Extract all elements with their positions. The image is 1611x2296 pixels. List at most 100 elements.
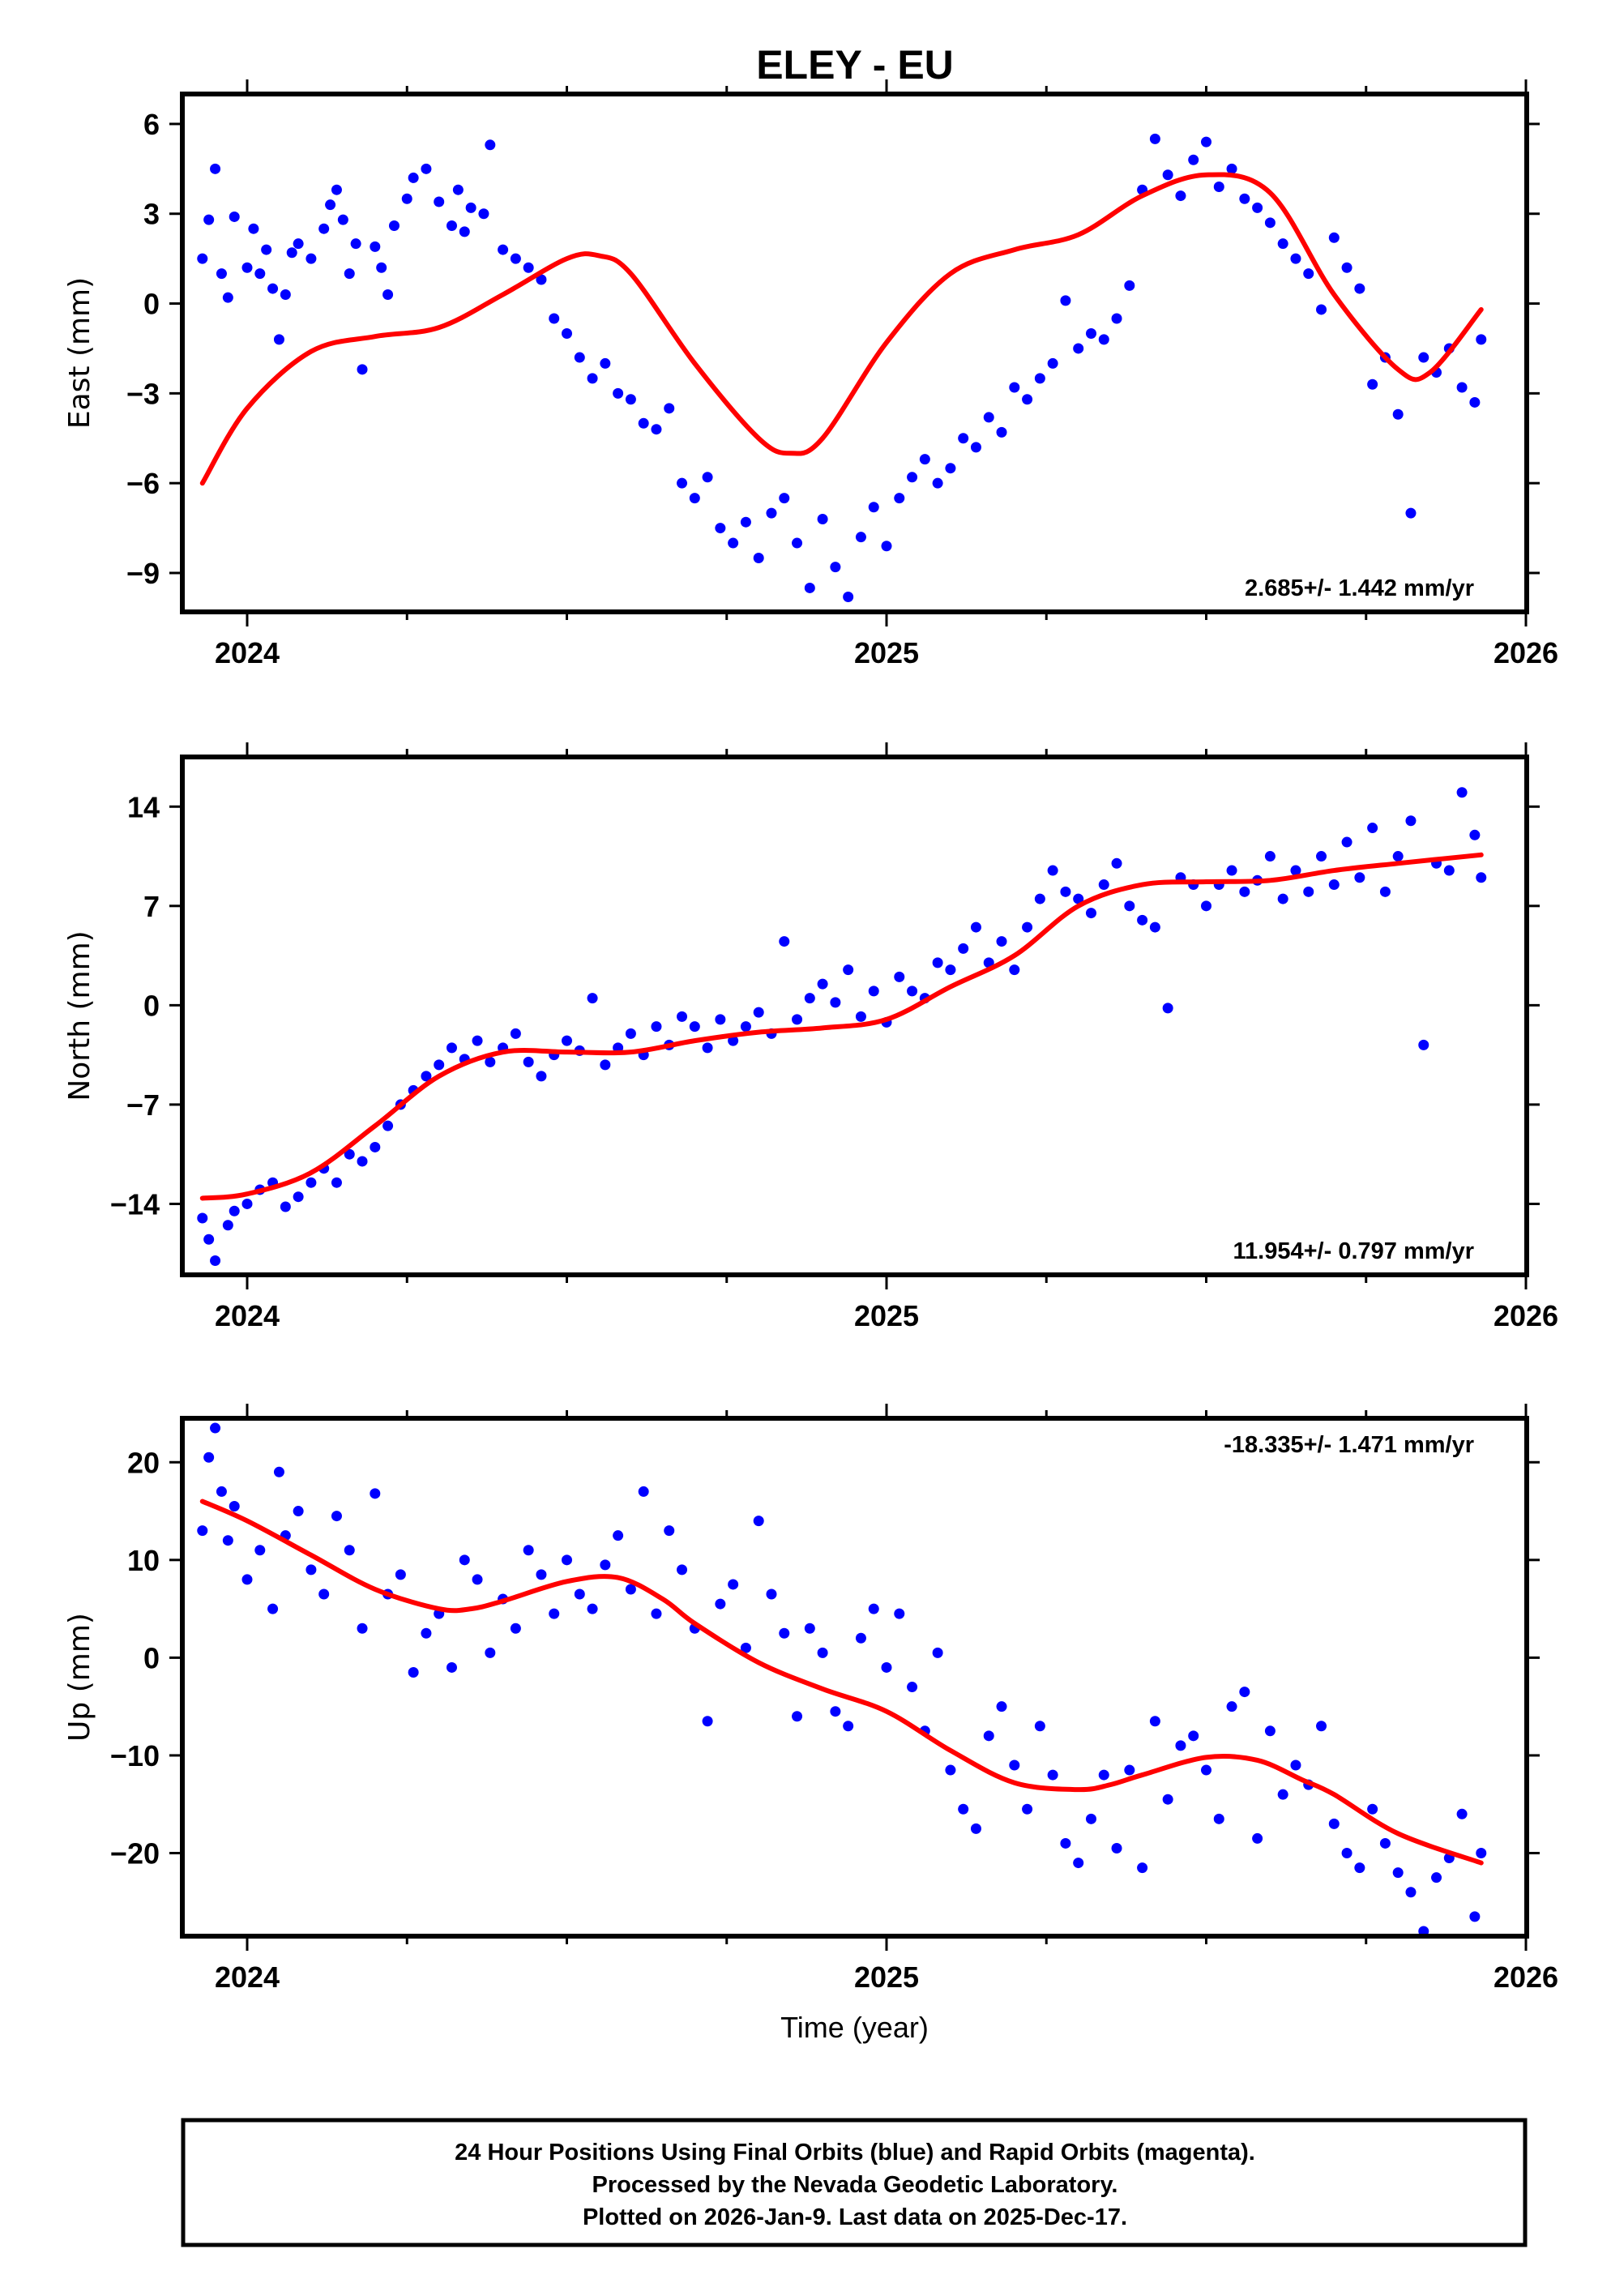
data-point: [229, 211, 240, 222]
data-point: [664, 403, 675, 414]
data-point: [1392, 408, 1404, 420]
data-point: [248, 223, 259, 234]
data-point: [1341, 836, 1352, 848]
data-point: [996, 426, 1007, 438]
data-point: [792, 1711, 803, 1722]
north-frame: [180, 755, 1529, 1277]
east-rate-label: 2.685+/- 1.442 mm/yr: [1245, 575, 1474, 601]
data-point: [216, 1486, 227, 1497]
data-point: [855, 1011, 866, 1022]
data-point: [229, 1205, 240, 1216]
data-point: [728, 1579, 739, 1590]
data-point: [388, 220, 400, 232]
data-point: [1443, 865, 1455, 876]
data-point: [382, 289, 394, 300]
footer-line-2: Processed by the Nevada Geodetic Laborat…: [592, 2172, 1118, 2198]
data-point: [344, 268, 355, 280]
data-point: [587, 373, 598, 384]
data-point: [197, 1525, 208, 1537]
data-point: [210, 1255, 221, 1266]
data-point: [1137, 1862, 1148, 1874]
data-point: [843, 964, 854, 976]
data-point: [254, 268, 266, 280]
east-ytick-label: 0: [143, 288, 160, 321]
data-point: [549, 1608, 560, 1619]
data-point: [1098, 1769, 1109, 1781]
data-point: [562, 327, 572, 339]
data-point: [868, 1603, 879, 1614]
data-point: [983, 412, 994, 423]
data-point: [932, 477, 943, 489]
up-ytick-label: −20: [110, 1837, 160, 1871]
data-point: [779, 936, 790, 947]
data-point: [894, 971, 905, 982]
data-point: [830, 1706, 841, 1717]
data-point: [452, 184, 464, 195]
data-point: [1188, 1730, 1199, 1742]
data-point: [1047, 865, 1058, 876]
data-point: [702, 472, 713, 483]
data-point: [267, 283, 279, 294]
data-point: [1418, 1926, 1429, 1934]
data-point: [350, 238, 361, 250]
data-point: [779, 1627, 790, 1639]
data-point: [766, 1588, 777, 1600]
data-point: [485, 1647, 496, 1658]
data-point: [715, 1014, 726, 1025]
data-point: [241, 1198, 253, 1209]
data-point: [203, 1234, 215, 1245]
data-point: [932, 1647, 943, 1658]
data-point: [267, 1603, 279, 1614]
data-point: [1022, 1803, 1033, 1815]
data-point: [1476, 872, 1487, 883]
data-point: [344, 1545, 355, 1556]
data-point: [907, 986, 918, 997]
data-point: [855, 1632, 866, 1644]
data-point: [1149, 133, 1160, 144]
data-point: [318, 223, 330, 234]
data-point: [523, 262, 534, 273]
data-point: [421, 163, 432, 174]
data-point: [689, 493, 700, 504]
data-point: [1239, 886, 1250, 897]
data-point: [1392, 851, 1404, 862]
data-point: [1290, 253, 1301, 264]
data-point: [536, 1071, 547, 1082]
data-point: [331, 1511, 342, 1522]
footer-line-3: Plotted on 2026-Jan-9. Last data on 2025…: [583, 2204, 1127, 2230]
data-point: [536, 1569, 547, 1580]
data-point: [1476, 1848, 1487, 1859]
data-point: [1060, 1837, 1071, 1849]
data-point: [1213, 182, 1224, 193]
data-point: [1098, 334, 1109, 345]
data-point: [1034, 893, 1045, 904]
data-point: [996, 1701, 1007, 1712]
north-xtick-label: 2026: [1493, 1299, 1558, 1332]
chart-title: ELEY - EU: [756, 42, 954, 88]
north-ylabel: North (mm): [63, 930, 96, 1101]
data-point: [958, 433, 969, 444]
data-point: [894, 493, 905, 504]
data-point: [293, 238, 304, 250]
data-point: [395, 1569, 406, 1580]
data-point: [638, 1486, 649, 1497]
data-point: [241, 262, 253, 273]
data-point: [970, 921, 981, 933]
data-point: [970, 442, 981, 453]
data-point: [1111, 857, 1122, 869]
data-point: [625, 1584, 636, 1595]
east-points: [197, 133, 1487, 603]
up-ytick-label: 0: [143, 1641, 160, 1674]
data-point: [625, 1028, 636, 1039]
data-point: [753, 553, 764, 564]
data-point: [970, 1823, 981, 1834]
data-point: [1405, 1887, 1417, 1898]
data-point: [280, 1201, 291, 1212]
footer-box: 24 Hour Positions Using Final Orbits (bl…: [181, 2118, 1528, 2247]
data-point: [1367, 378, 1378, 390]
data-point: [1379, 886, 1391, 897]
data-point: [1392, 1867, 1404, 1879]
data-point: [203, 1452, 215, 1463]
data-point: [779, 493, 790, 504]
data-point: [401, 193, 412, 204]
